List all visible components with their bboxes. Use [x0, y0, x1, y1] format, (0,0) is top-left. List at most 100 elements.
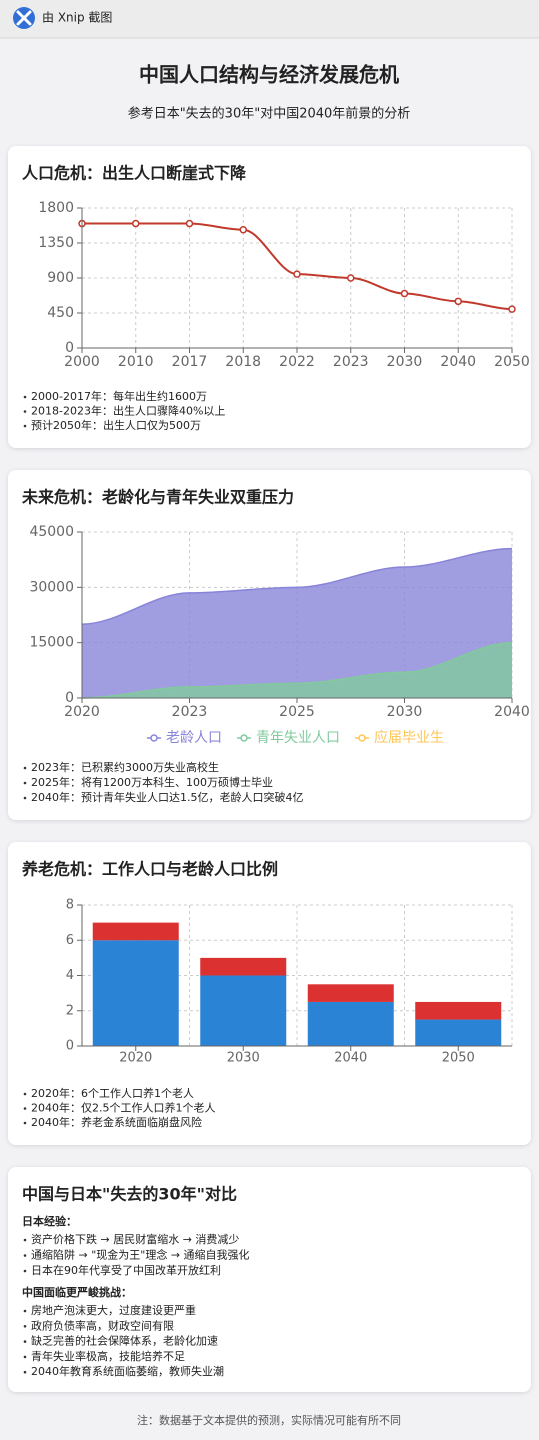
list-item: 2040年：养老金系统面临崩盘风险 — [31, 1115, 202, 1129]
legend-label: 青年失业人口 — [256, 730, 340, 746]
bullet — [23, 1254, 27, 1257]
list-item: 预计2050年：出生人口仅为500万 — [31, 418, 201, 432]
point — [132, 219, 140, 228]
list-item: 2018-2023年：出生人口骤降40%以上 — [31, 404, 225, 418]
page-subtitle: 参考日本"失去的30年"对中国2040年前景的分析 — [128, 106, 411, 122]
y-tick-label: 30000 — [29, 579, 74, 595]
bullet — [23, 796, 27, 800]
card-title: 人口危机：出生人口断崖式下降 — [22, 164, 247, 183]
y-tick-label: 0 — [66, 1039, 74, 1054]
legend-label: 应届毕业生 — [374, 729, 444, 746]
x-tick-label: 2023 — [172, 704, 208, 720]
legend-icon — [240, 734, 248, 742]
card-title: 中国与日本"失去的30年"对比 — [22, 1185, 237, 1204]
area — [82, 642, 512, 698]
bullet — [23, 1309, 27, 1313]
bullet — [23, 1340, 27, 1343]
legend-label: 老龄人口 — [166, 730, 222, 746]
bullet — [23, 1269, 27, 1273]
x-tick-label: 2040 — [334, 1051, 367, 1066]
bullet — [23, 1121, 27, 1125]
bar-segment — [307, 1001, 394, 1046]
list-item: 资产价格下跌 → 居民财富缩水 → 消费减少 — [31, 1232, 239, 1246]
point — [400, 289, 409, 298]
y-tick-label: 0 — [65, 340, 74, 356]
bar-segment — [92, 940, 179, 1046]
x-tick-label: 2025 — [279, 704, 315, 720]
bar-segment — [200, 975, 287, 1046]
x-tick-label: 2030 — [227, 1051, 260, 1066]
x-tick-label: 2000 — [64, 354, 100, 370]
bar-segment — [415, 1001, 502, 1020]
list-item: 日本在90年代享受了中国改革开放红利 — [31, 1263, 221, 1277]
x-tick-label: 2030 — [387, 354, 423, 370]
point — [293, 270, 301, 278]
x-tick-label: 2017 — [172, 354, 208, 370]
bullet — [23, 1238, 27, 1242]
legend-icon — [358, 734, 366, 742]
point — [347, 274, 355, 282]
bullet — [23, 1107, 27, 1110]
y-tick-label: 8 — [66, 898, 74, 913]
bullet — [23, 395, 27, 399]
area — [82, 548, 512, 698]
section-heading: 日本经验： — [22, 1214, 77, 1228]
page-title: 中国人口结构与经济发展危机 — [139, 63, 399, 87]
y-tick-label: 450 — [47, 305, 74, 321]
x-tick-label: 2022 — [279, 354, 315, 370]
bar-segment — [200, 957, 287, 976]
x-tick-label: 2050 — [442, 1051, 475, 1066]
bar-segment — [415, 1019, 502, 1046]
list-item: 2040年：预计青年失业人口达1.5亿，老龄人口突破4亿 — [31, 790, 304, 804]
y-tick-label: 1800 — [38, 200, 74, 216]
list-item: 2020年：6个工作人口养1个老人 — [31, 1086, 194, 1100]
y-tick-label: 4 — [66, 968, 74, 983]
app-title: 由 Xnip 截图 — [42, 11, 112, 25]
y-tick-label: 2 — [66, 1003, 74, 1018]
section-heading: 中国面临更严峻挑战： — [22, 1285, 132, 1299]
x-tick-label: 2023 — [333, 354, 369, 370]
x-tick-label: 2020 — [64, 704, 100, 720]
y-tick-label: 0 — [65, 690, 74, 706]
bullet — [23, 424, 27, 428]
bullet — [23, 1355, 27, 1359]
list-item: 通缩陷阱 → "现金为王"理念 → 通缩自我强化 — [31, 1248, 250, 1262]
point — [454, 297, 462, 306]
point — [185, 219, 194, 228]
bullet — [23, 781, 27, 785]
card — [8, 1167, 531, 1392]
x-tick-label: 2040 — [494, 704, 530, 720]
y-tick-label: 15000 — [29, 635, 74, 651]
bar-segment — [307, 984, 394, 1002]
point — [239, 226, 247, 234]
point — [508, 305, 516, 313]
card-title: 未来危机：老龄化与青年失业双重压力 — [21, 488, 294, 507]
y-tick-label: 900 — [47, 270, 74, 286]
list-item: 缺乏完善的社会保障体系，老龄化加速 — [31, 1334, 218, 1348]
y-tick-label: 45000 — [29, 524, 74, 540]
bar-segment — [92, 922, 179, 941]
list-item: 房地产泡沫更大，过度建设更严重 — [31, 1303, 196, 1317]
bullet — [23, 1370, 27, 1374]
list-item: 2000-2017年：每年出生约1600万 — [31, 389, 207, 403]
area-line — [81, 547, 513, 625]
bullet — [23, 1325, 27, 1328]
x-tick-label: 2040 — [440, 354, 476, 370]
area-line — [81, 641, 513, 699]
list-item: 青年失业率极高，技能培养不足 — [31, 1349, 185, 1363]
y-tick-label: 6 — [66, 933, 74, 948]
x-tick-label: 2050 — [494, 354, 530, 370]
list-item: 政府负债率高，财政空间有限 — [31, 1318, 174, 1332]
bullet — [23, 410, 27, 413]
x-tick-label: 2030 — [387, 704, 423, 720]
legend-icon — [150, 734, 158, 742]
card-title: 养老危机：工作人口与老龄人口比例 — [21, 860, 278, 879]
y-tick-label: 1350 — [38, 235, 74, 251]
bullet — [23, 1092, 27, 1096]
list-item: 2023年：已积累约3000万失业高校生 — [31, 760, 219, 774]
x-tick-label: 2020 — [119, 1051, 152, 1066]
x-tick-label: 2018 — [225, 354, 261, 370]
x-tick-label: 2010 — [118, 354, 154, 370]
